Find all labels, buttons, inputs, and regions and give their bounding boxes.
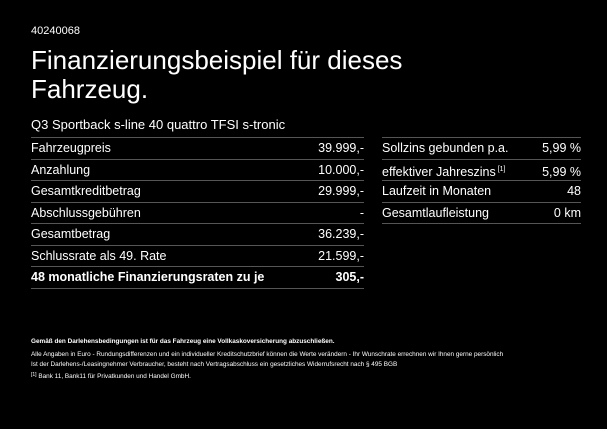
row-label: Laufzeit in Monaten (382, 184, 492, 198)
row-value: 0 km (553, 205, 581, 220)
financing-table: Fahrzeugpreis 39.999,- Anzahlung 10.000,… (31, 137, 364, 289)
disclaimer-line: Alle Angaben in Euro - Rundungsdifferenz… (31, 351, 504, 358)
page-title: Finanzierungsbeispiel für dieses Fahrzeu… (31, 45, 403, 104)
row-label: Abschlussgebühren (31, 205, 141, 220)
table-row: Laufzeit in Monaten 48 (382, 181, 581, 203)
monthly-rate-row: 48 monatliche Finanzierungsraten zu je 3… (31, 267, 364, 289)
row-label: Gesamtbetrag (31, 227, 111, 241)
footnote: [1] Bank 11, Bank11 für Privatkunden und… (31, 370, 581, 382)
table-row: Gesamtlaufleistung 0 km (382, 203, 581, 224)
row-label: Fahrzeugpreis (31, 141, 111, 155)
vehicle-model: Q3 Sportback s-line 40 quattro TFSI s-tr… (31, 117, 286, 132)
disclaimer-line: Ist der Darlehens-/Leasingnehmer Verbrau… (31, 361, 398, 368)
interest-table: Sollzins gebunden p.a. 5,99 % effektiver… (382, 137, 581, 224)
table-row: Gesamtkreditbetrag 29.999,- (31, 181, 364, 203)
table-row: Abschlussgebühren - (31, 203, 364, 224)
footnote-text: Bank 11, Bank11 für Privatkunden und Han… (38, 373, 191, 380)
row-value: 29.999,- (318, 184, 364, 198)
row-label: Gesamtlaufleistung (382, 205, 490, 220)
table-row: Fahrzeugpreis 39.999,- (31, 138, 364, 160)
row-label-with-footnote: effektiver Jahreszins [1] (382, 160, 506, 182)
row-value: 48 (567, 184, 581, 198)
insurance-note: Gemäß den Darlehensbedingungen ist für d… (31, 338, 335, 345)
row-value: 305,- (335, 270, 365, 284)
row-value: 39.999,- (318, 141, 364, 155)
legal-notes: Gemäß den Darlehensbedingungen ist für d… (31, 337, 581, 382)
row-value: - (359, 205, 364, 220)
table-row: effektiver Jahreszins [1] 5,99 % (382, 160, 581, 182)
reference-number: 40240068 (31, 25, 80, 37)
row-label: Anzahlung (31, 162, 91, 177)
footnote-marker: [1] (497, 165, 506, 173)
footnote-marker: [1] (31, 372, 37, 378)
table-row: Schlussrate als 49. Rate 21.599,- (31, 246, 364, 267)
row-value: 10.000,- (318, 162, 364, 177)
row-label: effektiver Jahreszins (382, 164, 496, 179)
table-row: Gesamtbetrag 36.239,- (31, 224, 364, 246)
row-label: 48 monatliche Finanzierungsraten zu je (31, 270, 265, 284)
row-value: 5,99 % (542, 141, 581, 155)
row-value: 21.599,- (318, 248, 364, 263)
table-row: Anzahlung 10.000,- (31, 160, 364, 181)
row-value: 36.239,- (318, 227, 364, 241)
row-label: Gesamtkreditbetrag (31, 184, 141, 198)
row-label: Schlussrate als 49. Rate (31, 248, 167, 263)
table-row: Sollzins gebunden p.a. 5,99 % (382, 138, 581, 160)
row-label: Sollzins gebunden p.a. (382, 141, 509, 155)
row-value: 5,99 % (542, 164, 581, 179)
